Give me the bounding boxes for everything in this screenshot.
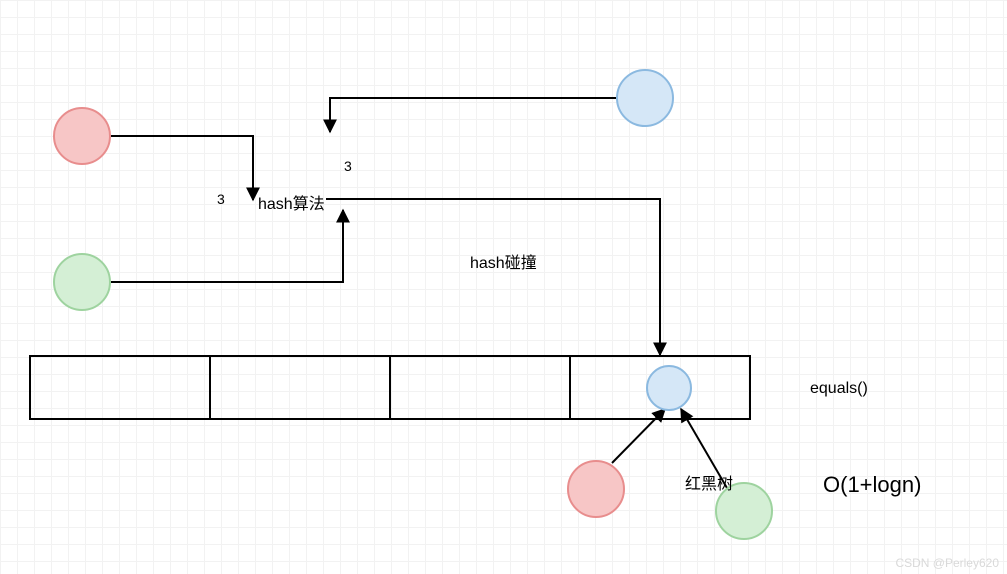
table-cell xyxy=(569,355,751,420)
label-equals: equals() xyxy=(810,380,868,398)
label-complexity: O(1+logn) xyxy=(823,472,921,498)
table-cell xyxy=(29,355,211,420)
watermark: CSDN @Perley620 xyxy=(895,556,999,570)
label-three-top: 3 xyxy=(344,158,352,174)
label-hash-collision: hash碰撞 xyxy=(470,249,537,273)
hash-table xyxy=(29,355,751,420)
diagram-canvas: hash算法 3 3 hash碰撞 equals() 红黑树 O(1+logn)… xyxy=(0,0,1007,574)
node-green-mid xyxy=(53,253,111,311)
label-hash-algo: hash算法 xyxy=(258,190,325,214)
table-cell xyxy=(209,355,391,420)
node-blue-top xyxy=(616,69,674,127)
node-red-top xyxy=(53,107,111,165)
label-rb-tree: 红黑树 xyxy=(685,470,733,494)
table-cell xyxy=(389,355,571,420)
label-three-left: 3 xyxy=(217,191,225,207)
node-red-bottom xyxy=(567,460,625,518)
